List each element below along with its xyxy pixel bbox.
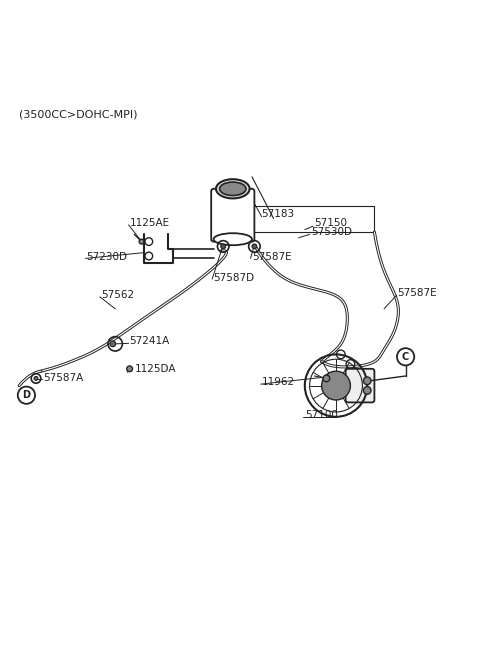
- Circle shape: [363, 377, 371, 384]
- Text: C: C: [402, 352, 409, 362]
- Circle shape: [110, 341, 116, 347]
- Circle shape: [34, 377, 38, 380]
- Circle shape: [323, 375, 330, 382]
- Text: (3500CC>DOHC-MPI): (3500CC>DOHC-MPI): [19, 110, 138, 119]
- Circle shape: [363, 386, 371, 394]
- Text: 57183: 57183: [262, 209, 295, 218]
- Text: 57150: 57150: [314, 218, 348, 228]
- Ellipse shape: [214, 233, 252, 245]
- Ellipse shape: [216, 179, 250, 198]
- Circle shape: [127, 366, 132, 372]
- Text: 57587D: 57587D: [214, 273, 255, 283]
- Circle shape: [221, 244, 226, 249]
- Text: 57587A: 57587A: [43, 373, 84, 383]
- Text: 57241A: 57241A: [130, 337, 170, 346]
- Text: 57587E: 57587E: [397, 289, 437, 298]
- Text: 1125DA: 1125DA: [134, 364, 176, 374]
- Text: 1125AE: 1125AE: [130, 218, 170, 228]
- Text: 11962: 11962: [262, 377, 295, 387]
- Text: 57587E: 57587E: [252, 252, 292, 262]
- Text: 57100: 57100: [305, 411, 337, 420]
- Circle shape: [139, 239, 144, 244]
- Text: 57230D: 57230D: [86, 252, 127, 262]
- FancyBboxPatch shape: [346, 369, 374, 402]
- Text: D: D: [23, 390, 30, 400]
- Ellipse shape: [219, 182, 246, 195]
- FancyBboxPatch shape: [211, 189, 254, 241]
- Circle shape: [252, 244, 257, 249]
- Text: 57530D: 57530D: [311, 227, 352, 237]
- Circle shape: [322, 371, 350, 400]
- Text: 57562: 57562: [101, 291, 134, 300]
